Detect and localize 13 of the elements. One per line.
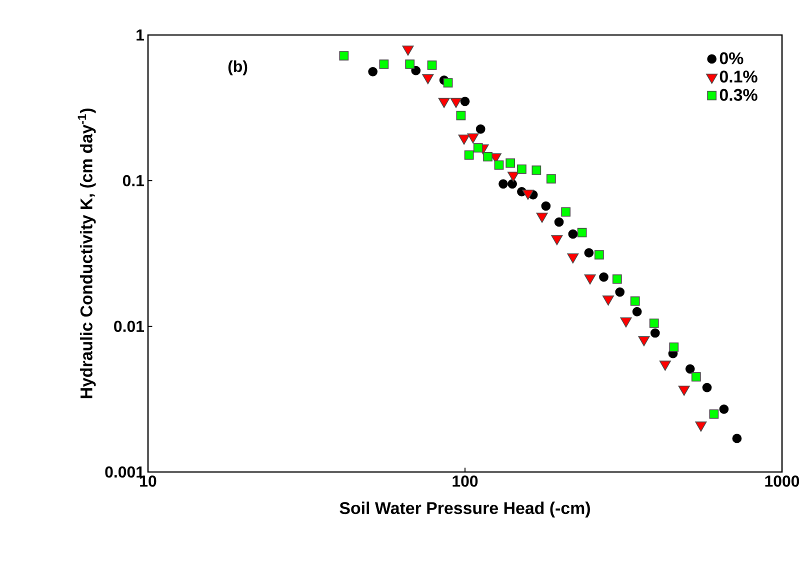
y-tick-label: 0.001 bbox=[105, 466, 144, 478]
annotation: (b) bbox=[228, 60, 248, 76]
legend-label: 0.3% bbox=[720, 88, 758, 101]
y-tick-label: 1 bbox=[136, 30, 144, 40]
y-tick-label: 0.01 bbox=[114, 320, 144, 332]
y-tick-label: 0.1 bbox=[122, 175, 144, 186]
x-tick-label: 100 bbox=[452, 476, 478, 487]
x-axis-title: Soil Water Pressure Head (-cm) bbox=[340, 502, 590, 518]
x-tick-label: 1000 bbox=[765, 476, 800, 487]
legend-label: 0.1% bbox=[720, 70, 758, 83]
x-tick-label: 10 bbox=[140, 476, 156, 487]
y-axis-title: Hydraulic Conductivity K, (cm day$^{-1}$) bbox=[78, 108, 96, 398]
legend-label: 0% bbox=[720, 52, 744, 64]
